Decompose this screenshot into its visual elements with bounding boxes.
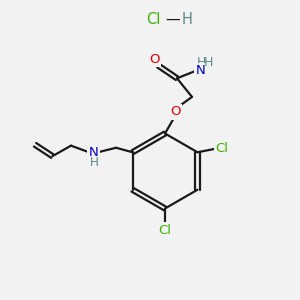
Text: H: H xyxy=(196,56,206,69)
Text: O: O xyxy=(170,105,181,119)
Text: O: O xyxy=(149,52,160,66)
Text: N: N xyxy=(196,64,205,77)
Text: —: — xyxy=(165,12,180,27)
Text: N: N xyxy=(88,146,98,159)
Text: Cl: Cl xyxy=(158,224,172,237)
Text: Cl: Cl xyxy=(215,142,228,155)
Text: H: H xyxy=(204,56,214,69)
Text: H: H xyxy=(90,156,99,169)
Text: Cl: Cl xyxy=(146,12,160,27)
Text: H: H xyxy=(182,12,193,27)
